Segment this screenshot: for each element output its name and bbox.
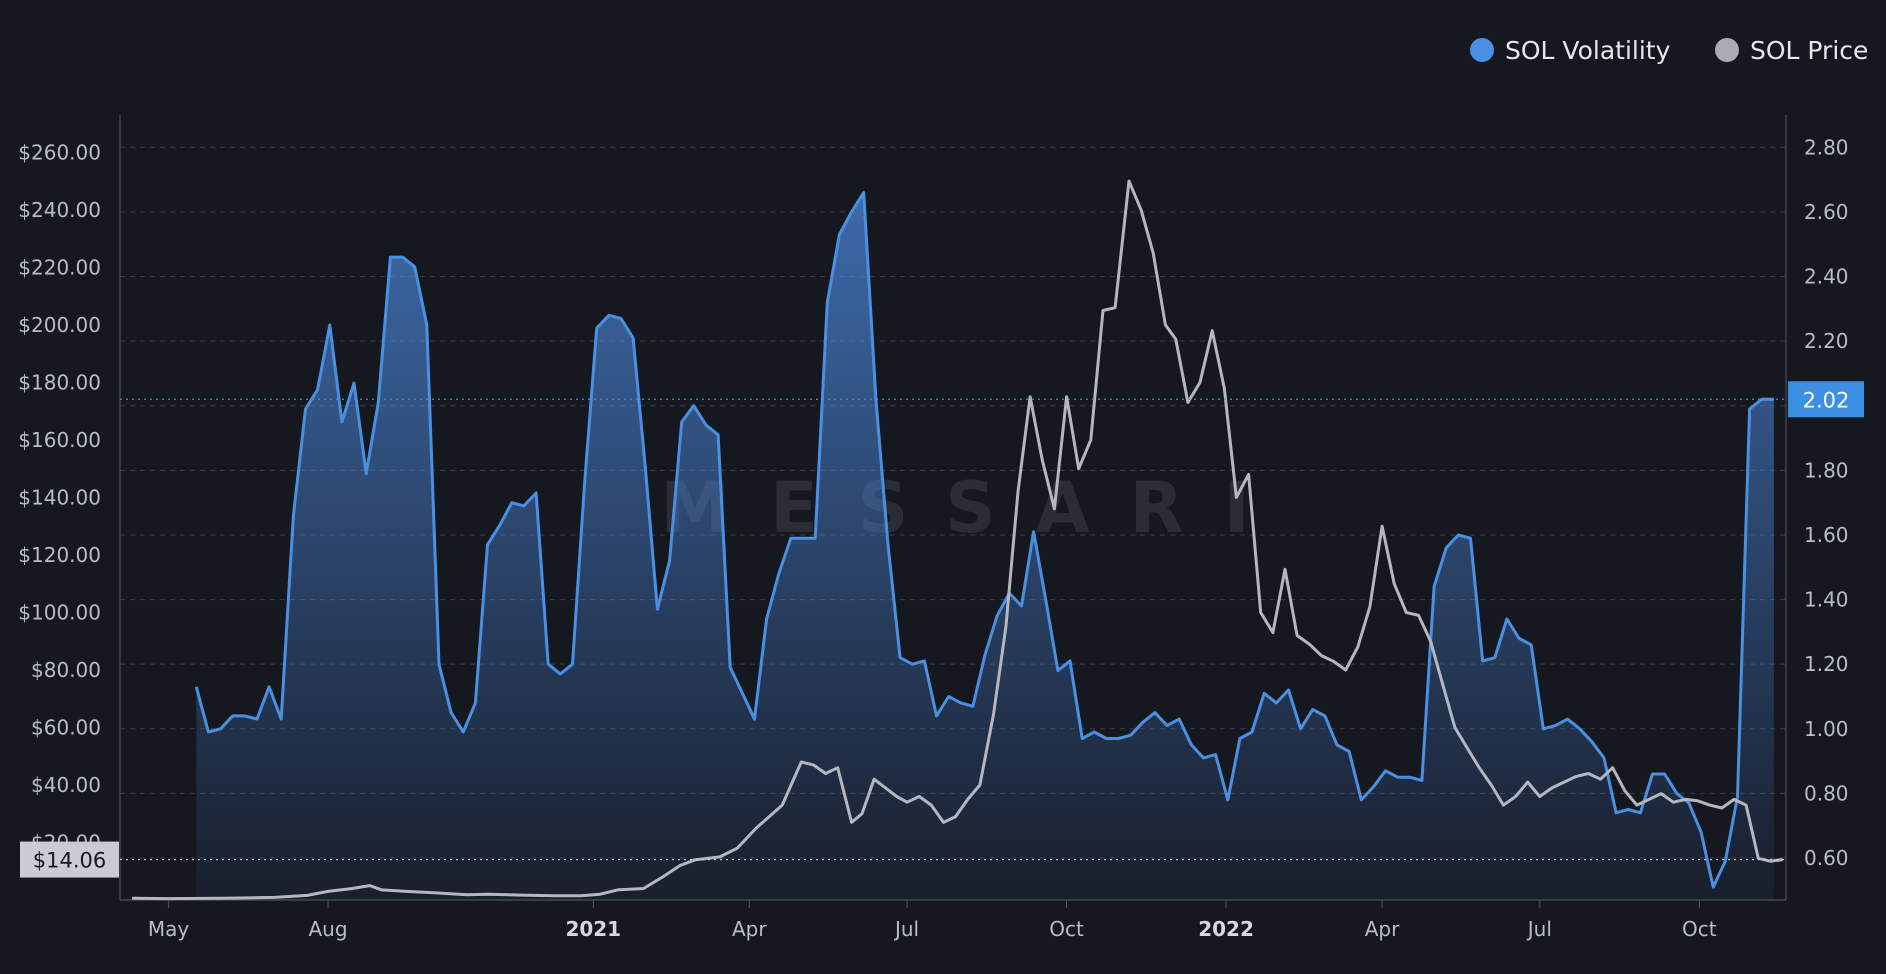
y-right-tick-label: 1.20 <box>1804 652 1849 676</box>
series-line-sol-volatility <box>194 191 1774 889</box>
x-tick-label: 2022 <box>1198 917 1254 941</box>
y-right-tick-label: 1.00 <box>1804 717 1849 741</box>
y-left-tick-label: $180.00 <box>18 370 101 394</box>
y-left-tick-label: $120.00 <box>18 543 101 567</box>
x-tick-label: Oct <box>1682 917 1717 941</box>
y-left-tick-label: $220.00 <box>18 255 101 279</box>
legend-dot-price <box>1715 38 1739 62</box>
y-left-tick-label: $100.00 <box>18 600 101 624</box>
price-last-value-label: $14.06 <box>33 849 106 873</box>
legend: SOL Volatility SOL Price <box>1470 36 1868 65</box>
y-left-tick-label: $260.00 <box>18 140 101 164</box>
watermark: MESSARI <box>660 467 1289 549</box>
price-last-value-badge <box>20 841 119 878</box>
series-layer <box>132 179 1783 901</box>
x-tick-label: May <box>148 917 190 941</box>
y-left-tick-label: $140.00 <box>18 485 101 509</box>
y-right-tick-label: 0.60 <box>1804 846 1849 870</box>
label-layer: 2.02 $14.06 <box>20 381 1864 878</box>
legend-item-volatility[interactable]: SOL Volatility <box>1470 36 1671 65</box>
y-left-tick-label: $200.00 <box>18 313 101 337</box>
x-tick-label: Jul <box>893 917 919 941</box>
volatility-last-value-label: 2.02 <box>1803 388 1850 412</box>
y-right-tick-label: 1.40 <box>1804 588 1849 612</box>
y-right-tick-label: 2.40 <box>1804 265 1849 289</box>
y-left-tick-label: $40.00 <box>31 773 101 797</box>
x-tick-label: Apr <box>1365 917 1400 941</box>
x-tick-label: Jul <box>1526 917 1552 941</box>
legend-item-price[interactable]: SOL Price <box>1715 36 1868 65</box>
y-right-tick-label: 2.80 <box>1804 135 1849 159</box>
series-area-sol-volatility <box>196 192 1774 900</box>
y-right-tick-label: 0.80 <box>1804 781 1849 805</box>
y-left-tick-label: $60.00 <box>31 715 101 739</box>
x-tick-label: 2021 <box>565 917 621 941</box>
x-tick-label: Apr <box>732 917 767 941</box>
x-tick-label: Aug <box>309 917 348 941</box>
y-right-tick-label: 1.80 <box>1804 458 1849 482</box>
volatility-last-value-badge <box>1788 381 1864 418</box>
y-right-tick-label: 2.20 <box>1804 329 1849 353</box>
y-left-tick-label: $80.00 <box>31 658 101 682</box>
series-line-sol-price <box>132 179 1783 901</box>
y-right-tick-label: 1.60 <box>1804 523 1849 547</box>
legend-label-volatility: SOL Volatility <box>1505 36 1671 65</box>
legend-label-price: SOL Price <box>1750 36 1868 65</box>
x-tick-label: Oct <box>1049 917 1084 941</box>
axis-layer: 0.600.801.001.201.401.601.802.002.202.40… <box>18 115 1849 941</box>
legend-dot-volatility <box>1470 38 1494 62</box>
y-left-tick-label: $160.00 <box>18 428 101 452</box>
y-right-tick-label: 2.60 <box>1804 200 1849 224</box>
y-left-tick-label: $240.00 <box>18 198 101 222</box>
